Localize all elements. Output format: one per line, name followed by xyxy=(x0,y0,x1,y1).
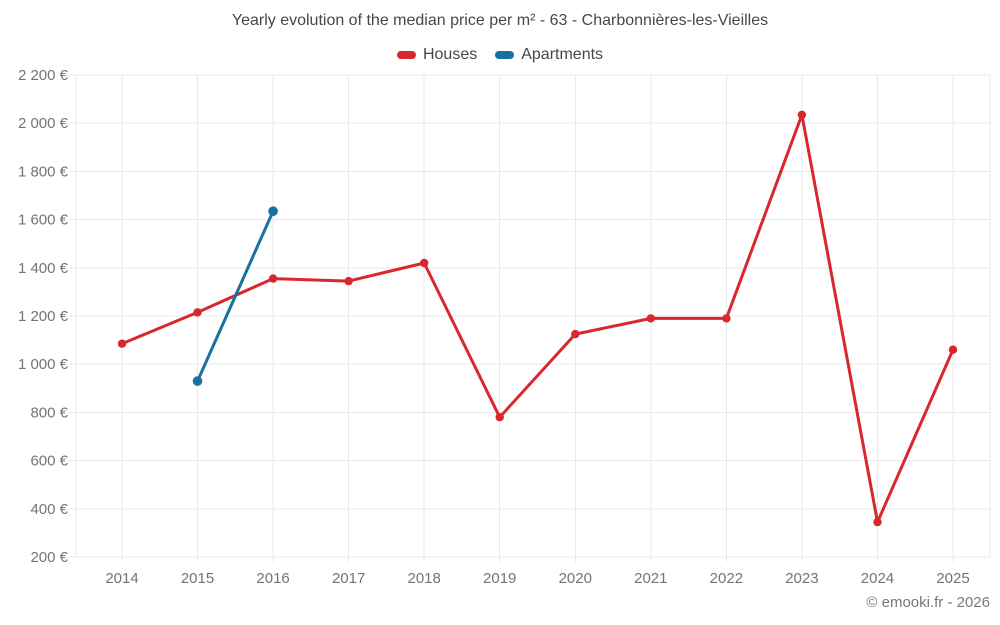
legend-label-houses: Houses xyxy=(422,46,478,63)
data-point-houses-2017[interactable] xyxy=(344,276,353,286)
x-axis-label: 2023 xyxy=(785,570,818,587)
apartments-series-swatch xyxy=(495,51,515,59)
legend-item-apartments[interactable]: Apartments xyxy=(495,46,603,64)
x-axis-label: 2019 xyxy=(483,570,516,587)
data-point-houses-2016[interactable] xyxy=(268,274,278,283)
data-point-apartments-2015[interactable] xyxy=(192,376,203,386)
y-axis-label: 1 400 € xyxy=(18,260,69,277)
x-axis-label: 2017 xyxy=(332,570,365,587)
x-axis-label: 2015 xyxy=(181,570,214,587)
copyright-watermark: © emooki.fr - 2026 xyxy=(866,594,990,611)
y-axis-label: 1 800 € xyxy=(18,163,69,180)
data-point-houses-2019[interactable] xyxy=(495,413,504,422)
series-line-apartments xyxy=(196,209,275,383)
data-point-houses-2021[interactable] xyxy=(646,314,655,323)
data-point-houses-2025[interactable] xyxy=(948,345,958,354)
x-axis-label: 2024 xyxy=(861,570,894,587)
y-axis-label: 2 200 € xyxy=(18,67,69,84)
y-axis-label: 800 € xyxy=(30,404,68,421)
axis-labels: 200 € 400 € 600 € 800 € 1 000 € 1 200 € 1 400 … xyxy=(18,67,970,587)
legend-label-apartments: Apartments xyxy=(521,46,604,63)
x-axis-label: 2014 xyxy=(105,570,138,587)
data-point-houses-2015[interactable] xyxy=(193,308,202,317)
legend-item-houses[interactable]: Houses xyxy=(396,46,478,64)
y-axis-label: 1 000 € xyxy=(18,356,69,373)
x-axis-label: 2020 xyxy=(559,570,592,587)
y-axis-label: 1 200 € xyxy=(18,308,69,325)
y-axis-label: 200 € xyxy=(30,549,68,566)
x-axis-label: 2021 xyxy=(634,570,667,587)
y-axis-label: 2 000 € xyxy=(18,115,69,132)
series-line-houses xyxy=(120,113,955,524)
data-point-houses-2022[interactable] xyxy=(722,314,731,323)
x-axis-label: 2018 xyxy=(407,570,440,587)
x-axis-label: 2016 xyxy=(256,570,289,587)
series-apartments xyxy=(192,206,278,386)
x-axis-label: 2025 xyxy=(936,570,969,587)
data-point-houses-2018[interactable] xyxy=(420,258,429,268)
data-point-houses-2024[interactable] xyxy=(873,517,882,527)
data-point-houses-2023[interactable] xyxy=(797,110,807,120)
houses-series-swatch xyxy=(396,51,416,59)
data-point-houses-2020[interactable] xyxy=(571,329,580,339)
data-point-apartments-2016[interactable] xyxy=(268,206,278,216)
y-axis-label: 1 600 € xyxy=(18,212,69,229)
y-axis-label: 400 € xyxy=(30,501,68,518)
grid xyxy=(69,74,991,562)
data-point-houses-2014[interactable] xyxy=(117,339,127,348)
x-axis-label: 2022 xyxy=(710,570,743,587)
legend: Houses Apartments xyxy=(0,46,1000,64)
chart-title: Yearly evolution of the median price per… xyxy=(231,12,769,29)
series-houses xyxy=(117,110,958,527)
y-axis-label: 600 € xyxy=(30,453,68,470)
